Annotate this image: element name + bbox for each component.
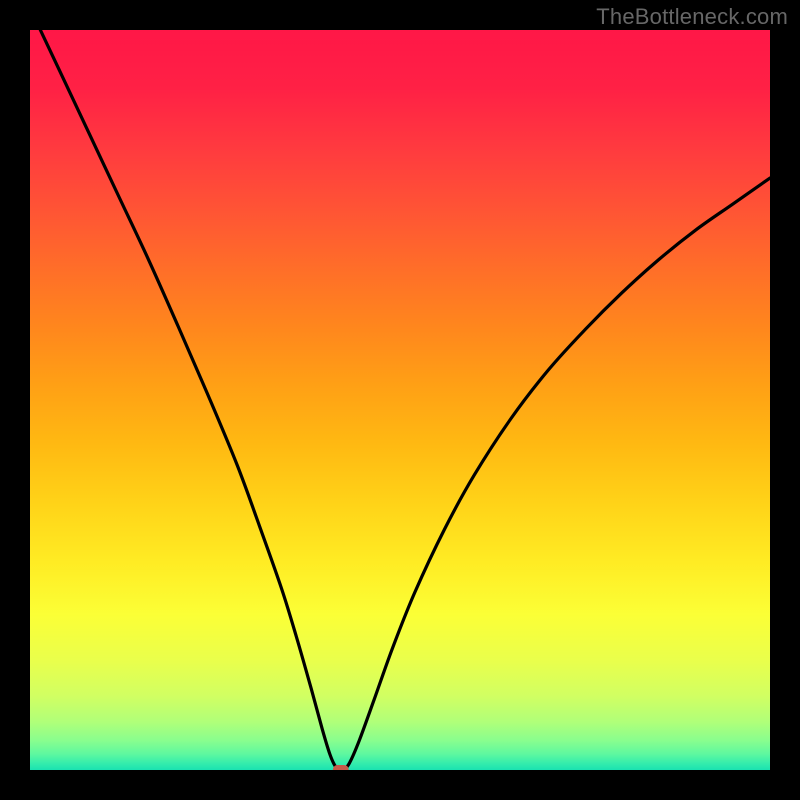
bottleneck-chart: [0, 0, 800, 800]
chart-container: TheBottleneck.com: [0, 0, 800, 800]
plot-background-gradient: [30, 30, 770, 770]
watermark-text: TheBottleneck.com: [596, 4, 788, 30]
